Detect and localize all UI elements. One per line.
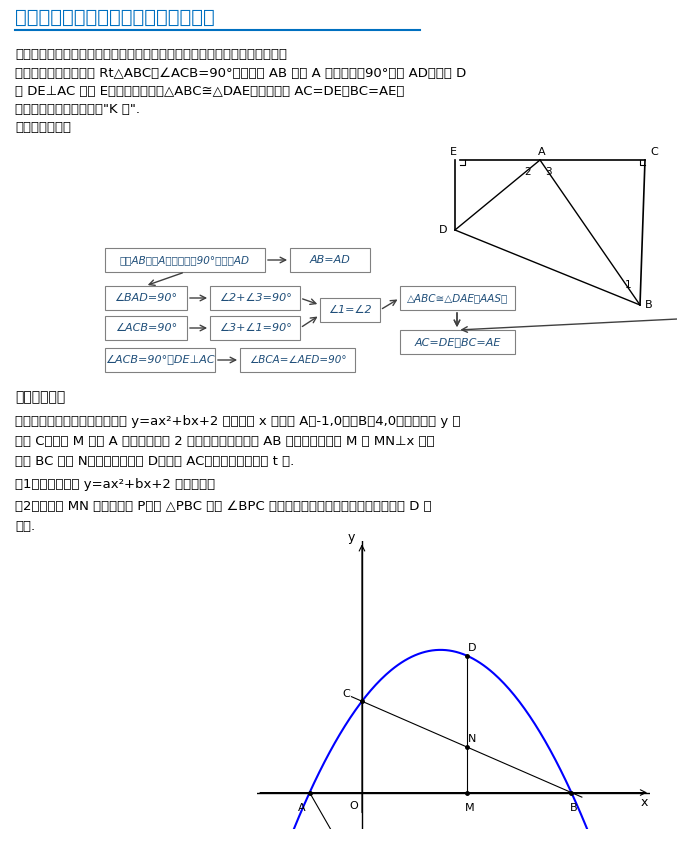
Text: ∠2+∠3=90°: ∠2+∠3=90° (219, 293, 291, 303)
Text: ∠3+∠1=90°: ∠3+∠1=90° (219, 323, 291, 333)
Text: ∠BAD=90°: ∠BAD=90° (114, 293, 177, 303)
Text: 【模型迁移】: 【模型迁移】 (15, 390, 65, 404)
Text: 【三垂直构造等腰直角三角形】通过对下面数学模型的研究学习，解决问题．: 【三垂直构造等腰直角三角形】通过对下面数学模型的研究学习，解决问题． (15, 48, 287, 61)
Text: （2）在直线 MN 上存在一点 P，当 △PBC 是以 ∠BPC 为直角的等腰直角三角形时，求此时点 D 的: （2）在直线 MN 上存在一点 P，当 △PBC 是以 ∠BPC 为直角的等腰直… (15, 500, 432, 513)
Text: D: D (439, 225, 447, 235)
Text: x: x (641, 796, 649, 810)
Text: B: B (570, 803, 577, 813)
FancyBboxPatch shape (320, 298, 380, 322)
Text: C: C (343, 689, 350, 699)
Text: ∠ACB=90°，DE⊥AC: ∠ACB=90°，DE⊥AC (105, 355, 215, 365)
FancyBboxPatch shape (400, 330, 515, 354)
FancyBboxPatch shape (105, 248, 265, 272)
Text: 斜边AB绕点A顺时针旋转90°，得到AD: 斜边AB绕点A顺时针旋转90°，得到AD (120, 255, 250, 265)
Text: M: M (464, 803, 474, 813)
Text: ∠BCA=∠AED=90°: ∠BCA=∠AED=90° (248, 355, 347, 365)
FancyBboxPatch shape (240, 348, 355, 372)
FancyBboxPatch shape (105, 316, 187, 340)
Text: 坐标.: 坐标. (15, 520, 35, 533)
Text: E: E (450, 147, 457, 157)
FancyBboxPatch shape (400, 286, 515, 310)
Text: y: y (348, 531, 355, 545)
Text: C: C (650, 147, 658, 157)
Text: A: A (298, 803, 305, 813)
FancyBboxPatch shape (105, 286, 187, 310)
FancyBboxPatch shape (105, 348, 215, 372)
Text: ∠1=∠2: ∠1=∠2 (328, 305, 372, 315)
Text: 我们把这个数学模型成为"K 型".: 我们把这个数学模型成为"K 型". (15, 103, 140, 116)
Text: 【兰州中考（删减）】二次函数 y=ax²+bx+2 的图像交 x 轴于点 A（-1,0），B（4,0）两点，交 y 轴: 【兰州中考（删减）】二次函数 y=ax²+bx+2 的图像交 x 轴于点 A（-… (15, 415, 460, 428)
Text: 【模型呈现】如图，在 Rt△ABC，∠ACB=90°，将斜边 AB 绕点 A 顺时针旋转90°得到 AD，过点 D: 【模型呈现】如图，在 Rt△ABC，∠ACB=90°，将斜边 AB 绕点 A 顺… (15, 67, 466, 80)
Text: 直线 BC 于点 N，交抛物线于点 D，连接 AC，设运动的时间为 t 秒.: 直线 BC 于点 N，交抛物线于点 D，连接 AC，设运动的时间为 t 秒. (15, 455, 294, 468)
Text: ∠ACB=90°: ∠ACB=90° (115, 323, 177, 333)
Text: 三、等腰直角三角形在性问题方法突破: 三、等腰直角三角形在性问题方法突破 (15, 8, 215, 27)
FancyBboxPatch shape (290, 248, 370, 272)
Text: 作 DE⊥AC 于点 E，可以推理得到△ABC≅△DAE，进而得到 AC=DE，BC=AE．: 作 DE⊥AC 于点 E，可以推理得到△ABC≅△DAE，进而得到 AC=DE，… (15, 85, 404, 98)
FancyBboxPatch shape (210, 316, 300, 340)
Text: AC=DE，BC=AE: AC=DE，BC=AE (414, 337, 501, 347)
Text: 推理过程如下：: 推理过程如下： (15, 121, 71, 134)
Text: △ABC≅△DAE（AAS）: △ABC≅△DAE（AAS） (407, 293, 508, 303)
Text: N: N (468, 734, 476, 744)
FancyBboxPatch shape (210, 286, 300, 310)
Text: B: B (645, 300, 653, 310)
Text: 2: 2 (525, 167, 531, 177)
Text: AB=AD: AB=AD (309, 255, 351, 265)
Text: A: A (538, 147, 546, 157)
Text: 1: 1 (625, 280, 632, 290)
Text: D: D (468, 643, 476, 653)
Text: O: O (350, 800, 359, 810)
Text: （1）求二次函数 y=ax²+bx+2 的表达式；: （1）求二次函数 y=ax²+bx+2 的表达式； (15, 478, 215, 491)
Text: 于点 C．动点 M 从点 A 出发，以每秒 2 个单位长度的速度沿 AB 方向运动，过点 M 作 MN⊥x 轴交: 于点 C．动点 M 从点 A 出发，以每秒 2 个单位长度的速度沿 AB 方向运… (15, 435, 435, 448)
Text: 3: 3 (545, 167, 551, 177)
